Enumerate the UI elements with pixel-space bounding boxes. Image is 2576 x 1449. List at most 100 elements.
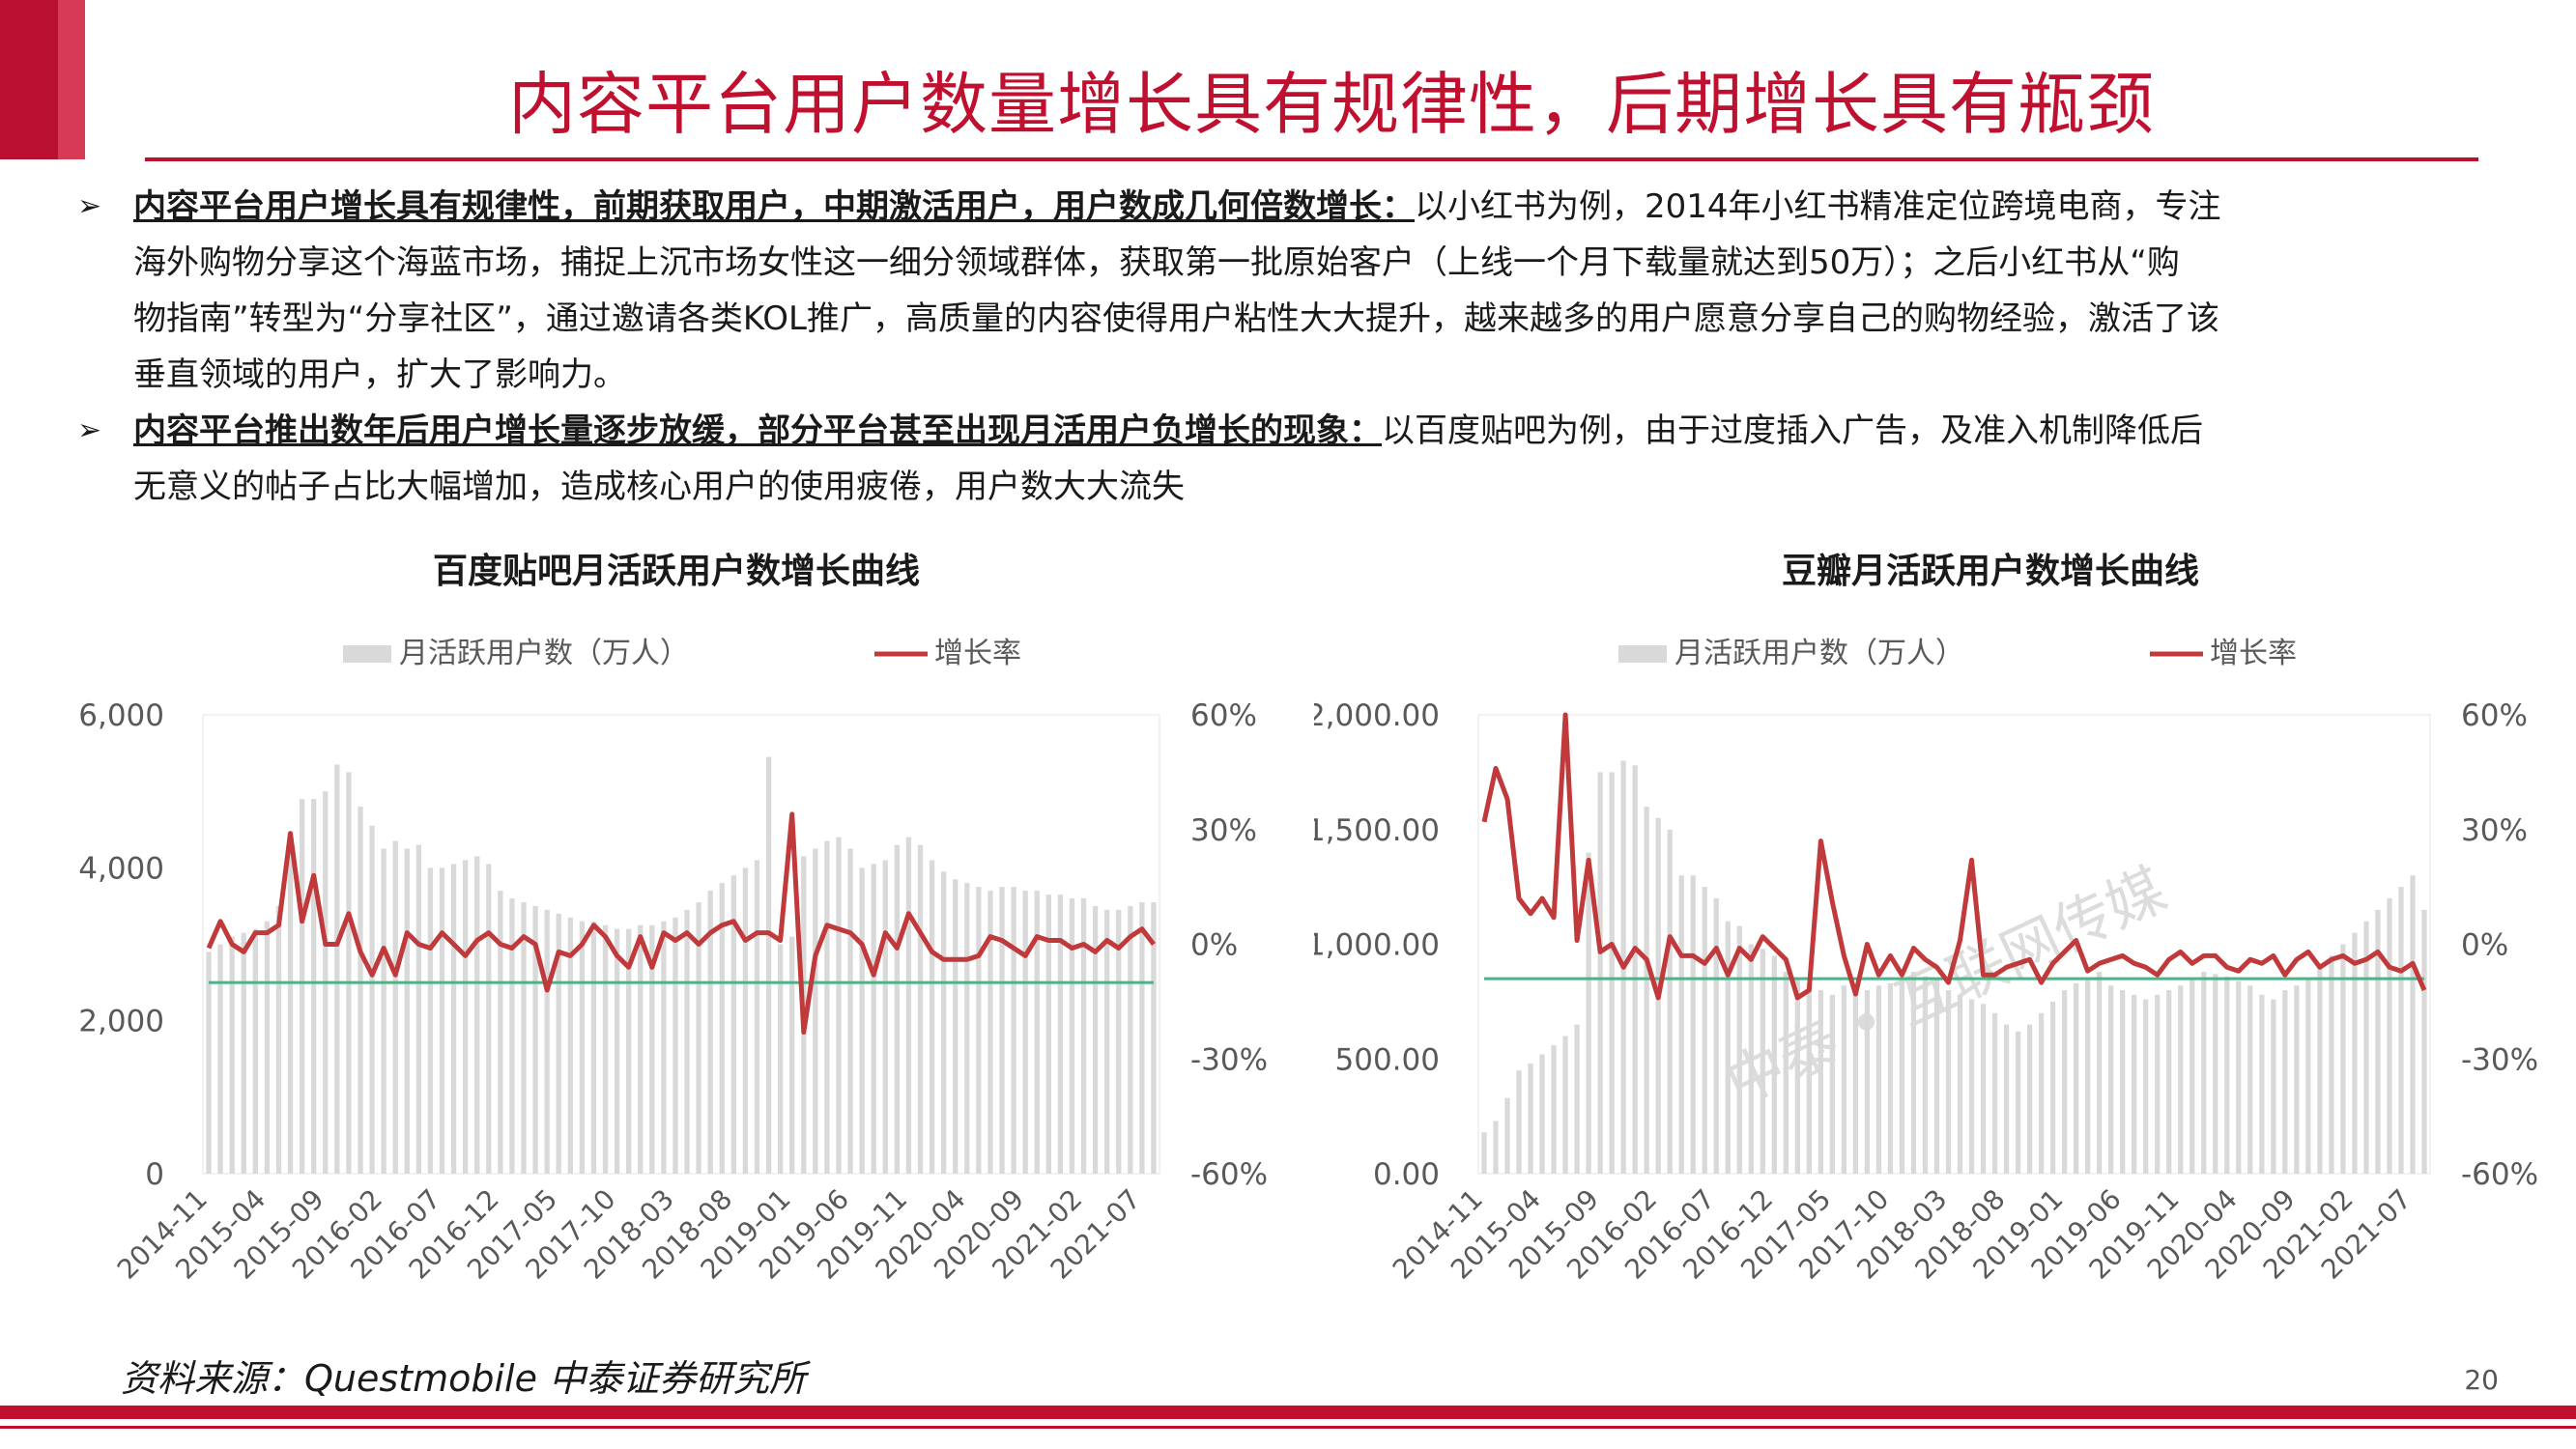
data-bar [1493,1121,1499,1174]
y-right-tick-label: 0% [1190,928,1238,963]
chart-title-baidu: 百度贴吧月活跃用户数增长曲线 [432,552,920,591]
data-bar [1034,891,1040,1174]
data-bar [462,860,469,1174]
y-right-tick-label: -30% [2461,1042,2538,1077]
data-bar [813,848,818,1174]
data-bar [1667,829,1673,1174]
data-bar [579,921,586,1174]
data-bar [498,891,503,1174]
bullet-item-xiaohongshu: ➢ 内容平台用户增长具有规律性，前期获取用户，中期激活用户，用户数成几何倍数增长… [77,179,2512,403]
chart-title-douban: 豆瓣月活跃用户数增长曲线 [1781,552,2199,591]
data-bar [847,848,853,1174]
data-bar [2352,932,2358,1174]
data-bar [369,825,375,1174]
data-bar [2073,982,2079,1174]
bullet-text-line: 海外购物分享这个海蓝市场，捕捉上沉市场女性这一细分领域群体，获取第一批原始客户（… [133,243,2180,282]
data-bar [626,928,632,1174]
data-bar [765,756,772,1174]
data-bar [614,928,620,1174]
data-bar [1760,949,1765,1174]
y-right-tick-label: 30% [2461,813,2528,848]
data-bar [2236,980,2242,1174]
data-bar [1702,887,1707,1174]
data-bar [2049,1001,2056,1174]
data-bar [2387,898,2392,1174]
data-bar [2247,985,2253,1174]
data-bar [1864,990,1871,1174]
data-bar [789,936,795,1174]
data-bar [2084,979,2091,1174]
data-bar [2038,1012,2045,1174]
data-bar [1922,976,1929,1174]
data-bar [1139,901,1145,1174]
data-bar [2201,972,2207,1174]
data-bar [730,875,736,1174]
data-bar [1899,979,1905,1174]
data-bar [1841,985,1847,1174]
data-bar [999,887,1005,1174]
data-bar [2410,875,2416,1174]
data-bar [2294,985,2300,1174]
bullet-list: ➢ 内容平台用户增长具有规律性，前期获取用户，中期激活用户，用户数成几何倍数增长… [77,179,2512,515]
page-number: 20 [2464,1364,2499,1396]
footer-bar [0,1406,2576,1419]
data-bar [1968,999,1975,1174]
data-bar [1736,925,1742,1174]
data-bar [1574,1024,1580,1174]
data-bar [2340,944,2346,1174]
data-bar [1562,1036,1568,1174]
data-bar [1597,772,1603,1174]
data-bar [264,921,271,1174]
y-left-tick-label: 1,500.00 [1314,813,1440,848]
data-bar [1644,807,1649,1174]
data-bar [2224,976,2230,1174]
y-left-tick-label: 2,000 [78,1005,164,1039]
data-bar [2375,909,2381,1174]
data-bar [1957,994,1963,1174]
data-bar [474,856,480,1174]
data-bar [1690,875,1696,1174]
data-bar [311,799,317,1174]
data-bar [2026,1024,2033,1174]
data-bar [1818,990,1824,1174]
data-bar [836,837,842,1174]
data-bar [1771,955,1777,1174]
data-bar [987,891,993,1174]
data-bar [1829,994,1836,1174]
data-bar [299,799,305,1174]
data-bar [358,807,363,1174]
bullet-text-line: 垂直领域的用户，扩大了影响力。 [133,355,626,394]
data-bar [1057,895,1064,1174]
data-bar [1539,1054,1545,1174]
data-bar [509,898,515,1174]
growth-rate-line [206,811,1156,1035]
data-bar [2143,999,2149,1174]
title-divider [145,157,2478,161]
data-bar [544,909,550,1174]
plot-area [202,714,1160,1175]
y-right-tick-label: 60% [1190,698,1257,733]
y-left-tick-label: 0.00 [1373,1157,1440,1192]
data-bar [1116,909,1122,1174]
data-bar [1991,1012,1998,1174]
data-bar [1481,1132,1487,1174]
data-bar [2317,967,2323,1174]
y-left-tick-label: 500.00 [1335,1042,1440,1077]
page-title: 内容平台用户数量增长具有规律性，后期增长具有瓶颈 [508,65,2155,144]
data-bar [1713,898,1719,1174]
data-bar [684,909,690,1174]
data-bar [1104,909,1110,1174]
data-bar [252,928,258,1174]
growth-rate-line [1481,712,2427,1001]
legend-swatch-bar [1618,645,1667,663]
data-bar [392,840,398,1174]
data-bar [334,764,340,1174]
data-bar [229,936,235,1174]
data-bar [719,883,725,1174]
data-bar [1504,1097,1510,1174]
legend-label-bar: 月活跃用户数（万人） [1674,637,1964,670]
data-bar [439,867,445,1174]
data-bar [1080,898,1087,1174]
bullet-item-baidu: ➢ 内容平台推出数年后用户增长量逐步放缓，部分平台甚至出现月活用户负增长的现象：… [77,403,2512,515]
data-bar [567,917,573,1174]
